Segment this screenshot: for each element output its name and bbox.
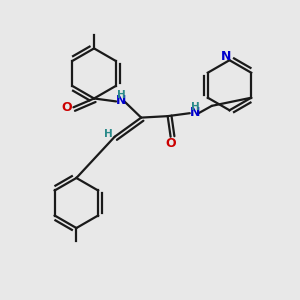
Text: N: N xyxy=(190,106,200,119)
Text: H: H xyxy=(117,90,126,100)
Text: O: O xyxy=(165,137,176,150)
Text: N: N xyxy=(221,50,232,63)
Text: N: N xyxy=(116,94,127,107)
Text: H: H xyxy=(191,102,200,112)
Text: O: O xyxy=(62,101,72,114)
Text: H: H xyxy=(104,129,112,139)
